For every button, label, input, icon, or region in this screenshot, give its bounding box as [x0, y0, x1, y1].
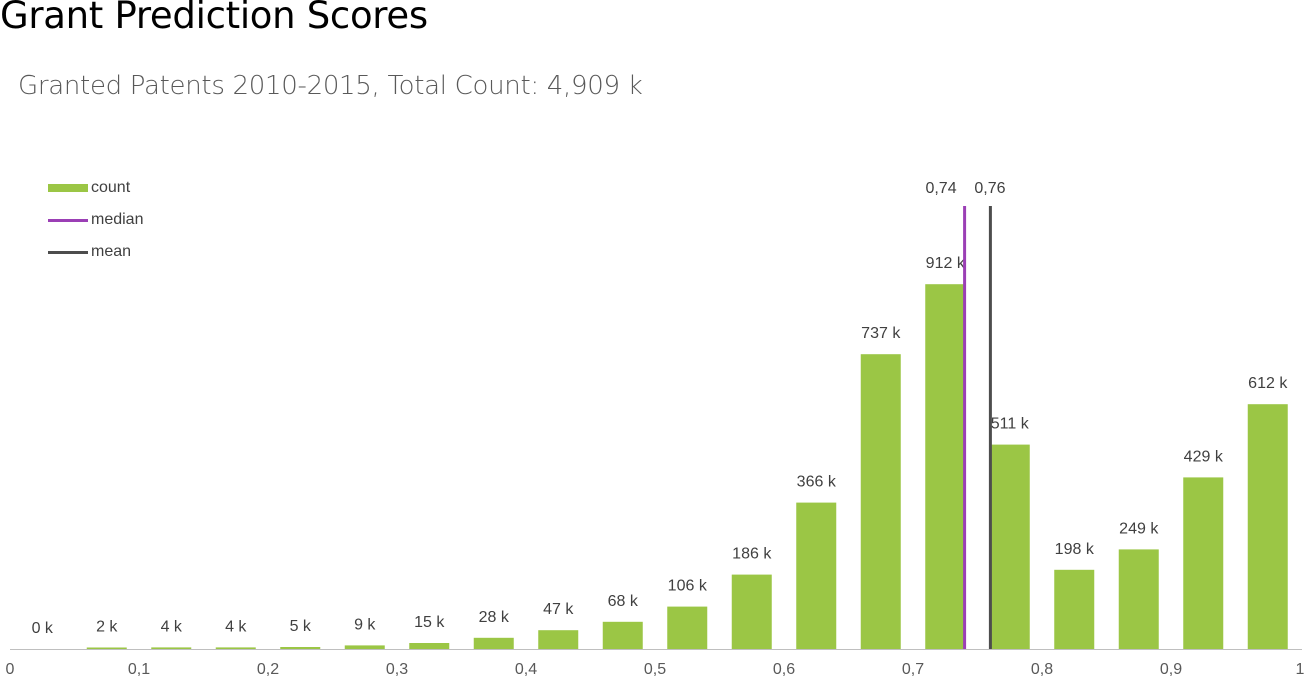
median-value-label: 0,74: [925, 180, 956, 197]
histogram-bar: [409, 643, 450, 649]
chart-legend: count median mean: [48, 172, 143, 268]
histogram-bar: [602, 621, 643, 649]
legend-swatch-mean: [48, 250, 88, 254]
x-tick-label: 0,2: [257, 661, 279, 678]
x-tick-label: 0,5: [644, 661, 666, 678]
bar-value-label: 198 k: [1055, 541, 1095, 558]
histogram-bar: [538, 630, 579, 649]
histogram-bar: [86, 647, 127, 649]
bar-value-label: 0 k: [32, 620, 54, 637]
x-tick-label: 0,3: [386, 661, 408, 678]
bar-value-label: 106 k: [668, 578, 708, 595]
legend-item-count: count: [48, 172, 143, 204]
bar-value-label: 5 k: [290, 618, 312, 635]
histogram-bar: [731, 574, 772, 649]
histogram-bar: [1118, 549, 1159, 649]
bar-value-label: 28 k: [479, 609, 510, 626]
bar-value-label: 366 k: [797, 474, 837, 491]
histogram-bar: [1183, 477, 1224, 649]
x-tick-label: 0: [6, 661, 15, 678]
legend-item-mean: mean: [48, 236, 143, 268]
histogram-bar: [860, 354, 901, 649]
histogram-bar: [1054, 569, 1095, 649]
bar-value-label: 9 k: [354, 616, 376, 633]
histogram-bar: [925, 284, 966, 649]
bar-value-label: 4 k: [161, 618, 183, 635]
legend-label-count: count: [91, 179, 131, 196]
histogram-bar: [667, 606, 708, 649]
legend-swatch-count: [48, 184, 88, 192]
x-tick-label: 0,8: [1031, 661, 1053, 678]
bar-value-label: 737 k: [861, 325, 901, 342]
chart-subtitle: Granted Patents 2010-2015, Total Count: …: [18, 71, 643, 101]
histogram-bar: [215, 647, 256, 649]
bar-value-label: 249 k: [1119, 520, 1159, 537]
bar-value-label: 47 k: [543, 601, 574, 618]
x-tick-label: 0,7: [902, 661, 924, 678]
histogram-bar: [989, 444, 1030, 649]
histogram-bar: [280, 647, 321, 649]
x-tick-label: 0,6: [773, 661, 795, 678]
bar-value-label: 429 k: [1184, 448, 1224, 465]
legend-label-median: median: [91, 211, 144, 228]
histogram-bar: [796, 502, 837, 649]
bar-value-label: 186 k: [732, 546, 772, 563]
mean-value-label: 0,76: [974, 180, 1005, 197]
legend-item-median: median: [48, 204, 143, 236]
bar-value-label: 612 k: [1248, 375, 1288, 392]
histogram-bar: [473, 637, 514, 649]
x-tick-label: 0,9: [1160, 661, 1182, 678]
legend-label-mean: mean: [91, 243, 132, 260]
bar-value-label: 15 k: [414, 614, 445, 631]
bar-value-label: 68 k: [608, 593, 639, 610]
histogram-bar: [344, 645, 385, 649]
chart-title: Grant Prediction Scores: [0, 0, 428, 37]
x-tick-label: 0,4: [515, 661, 537, 678]
bar-value-label: 912 k: [926, 255, 966, 272]
legend-swatch-median: [48, 218, 88, 222]
bar-value-label: 511 k: [991, 416, 1030, 433]
bar-value-label: 2 k: [96, 619, 118, 636]
histogram-bar: [151, 647, 192, 649]
histogram-bar: [1247, 404, 1288, 649]
x-tick-label: 1: [1296, 661, 1305, 678]
bar-value-label: 4 k: [225, 618, 247, 635]
x-tick-label: 0,1: [128, 661, 150, 678]
